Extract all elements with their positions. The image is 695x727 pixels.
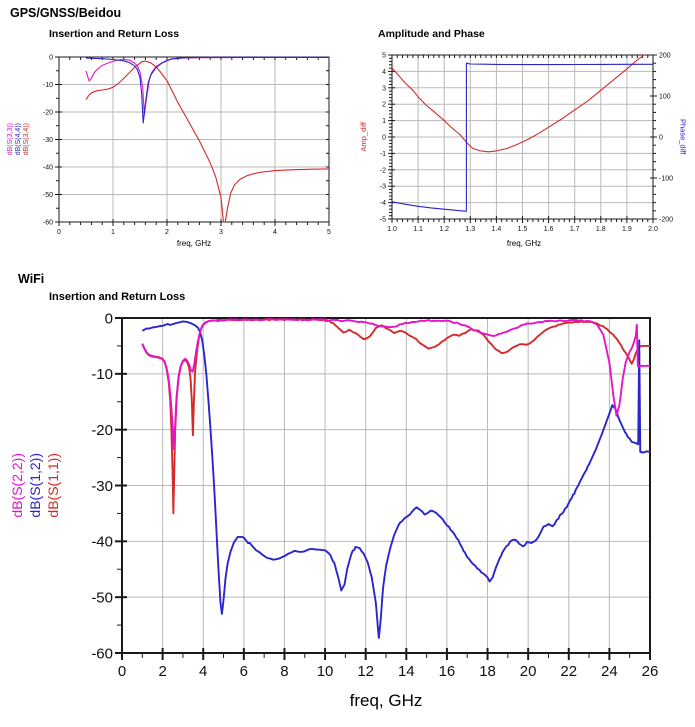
y-axis-series-label: dB(S(4,4)) bbox=[14, 123, 22, 156]
section-heading-gps: GPS/GNSS/Beidou bbox=[10, 6, 122, 20]
y-tick-label: -50 bbox=[91, 589, 113, 606]
x-tick-label: 8 bbox=[280, 663, 288, 680]
series-trace-dB(S(1,1)) bbox=[141, 318, 650, 515]
gps-xaxis-label: freq, GHz bbox=[176, 239, 212, 248]
y-tick-label: -60 bbox=[43, 219, 53, 226]
plot-frame bbox=[391, 54, 654, 220]
amplitude-phase-chart: 1.0 1.1 1.2 1.3 1.4 1.5 1.6 1.7 1.8 1.9 2.0 5 4 3 2 1 0 -… bbox=[380, 52, 673, 233]
series-trace-dB(S(2,2)) bbox=[141, 318, 651, 451]
y-axis-series-label: dB(S(2,2)) bbox=[9, 453, 25, 518]
amp-phase-chart-title: Amplitude and Phase bbox=[378, 28, 485, 40]
x-tick-label: 1.7 bbox=[570, 226, 580, 233]
x-tick-label: 1.1 bbox=[413, 226, 423, 233]
wifi-yaxis-series-labels: dB(S(2,2)) dB(S(1,2)) dB(S(1,1)) bbox=[8, 318, 62, 653]
x-tick-label: 1.9 bbox=[622, 226, 632, 233]
x-tick-label: 18 bbox=[479, 663, 496, 680]
y-tick-label: -20 bbox=[43, 109, 53, 116]
y-tick-label: 1 bbox=[382, 118, 386, 125]
x-tick-label: 3 bbox=[219, 229, 223, 236]
x-tick-label: 0 bbox=[57, 229, 61, 236]
y2-tick-label: -200 bbox=[659, 216, 673, 223]
x-tick-label: 1 bbox=[111, 229, 115, 236]
series-trace-dB(S(3,3)) bbox=[85, 56, 329, 116]
series-trace-Amp_diff bbox=[391, 54, 646, 153]
y-axis-series-label: dB(S(3,3)) bbox=[6, 123, 14, 156]
amp-diff-axis-label: Amp_diff bbox=[355, 55, 371, 219]
y-tick-label: 0 bbox=[382, 134, 386, 141]
x-tick-label: 1.4 bbox=[492, 226, 502, 233]
y-tick-label: -3 bbox=[380, 184, 386, 191]
phase-diff-axis-label: Phase_diff bbox=[675, 55, 691, 219]
plot-frame bbox=[121, 317, 651, 654]
series-trace-Phase_diff bbox=[391, 62, 653, 212]
y-tick-label: 5 bbox=[382, 52, 386, 59]
x-tick-label: 1.0 bbox=[387, 226, 397, 233]
y-tick-label: -4 bbox=[380, 200, 386, 207]
x-tick-label: 24 bbox=[601, 663, 618, 680]
y-tick-label: 0 bbox=[105, 310, 113, 327]
x-tick-label: 1.5 bbox=[518, 226, 528, 233]
y-tick-label: -20 bbox=[91, 422, 113, 439]
y-tick-label: 4 bbox=[382, 69, 386, 76]
x-tick-label: 26 bbox=[642, 663, 659, 680]
x-tick-label: 1.2 bbox=[439, 226, 449, 233]
gps-yaxis-series-labels: dB(S(3,3)) dB(S(4,4)) dB(S(3,4)) bbox=[2, 57, 34, 222]
wifi-return-loss-chart: 0 2 4 6 8 10 12 14 16 18 20 22 24 260-10-20-30-40-50-… bbox=[91, 310, 658, 680]
wifi-chart-title: Insertion and Return Loss bbox=[49, 291, 186, 303]
y-tick-label: -5 bbox=[380, 216, 386, 223]
y-tick-label: -1 bbox=[380, 151, 386, 158]
y-tick-label: -30 bbox=[43, 137, 53, 144]
x-tick-label: 2.0 bbox=[648, 226, 658, 233]
x-tick-label: 4 bbox=[273, 229, 277, 236]
x-tick-label: 2 bbox=[158, 663, 166, 680]
y-tick-label: -50 bbox=[43, 192, 53, 199]
x-tick-label: 0 bbox=[118, 663, 126, 680]
y2-tick-label: 100 bbox=[659, 93, 671, 100]
series-trace-dB(S(3,4)) bbox=[85, 60, 330, 223]
y-tick-label: -60 bbox=[91, 645, 113, 662]
x-tick-label: 10 bbox=[317, 663, 334, 680]
y-tick-label: -2 bbox=[380, 167, 386, 174]
x-tick-label: 14 bbox=[398, 663, 415, 680]
wifi-xaxis-label: freq, GHz bbox=[349, 691, 423, 710]
y-tick-label: -40 bbox=[43, 164, 53, 171]
y-axis-series-label: dB(S(3,4)) bbox=[22, 123, 30, 156]
x-tick-label: 20 bbox=[520, 663, 537, 680]
x-tick-label: 16 bbox=[439, 663, 456, 680]
y-tick-label: -40 bbox=[91, 534, 113, 551]
y-tick-label: 0 bbox=[49, 54, 53, 61]
y-tick-label: 3 bbox=[382, 85, 386, 92]
phase-diff-axis-label-text: Phase_diff bbox=[678, 119, 688, 155]
y2-tick-label: 200 bbox=[659, 52, 671, 59]
series-trace-dB(S(1,2)) bbox=[141, 320, 651, 639]
amp-phase-xaxis-label: freq, GHz bbox=[506, 239, 542, 248]
x-tick-label: 22 bbox=[560, 663, 577, 680]
x-tick-label: 2 bbox=[165, 229, 169, 236]
x-tick-label: 1.6 bbox=[544, 226, 554, 233]
section-heading-wifi: WiFi bbox=[18, 272, 45, 286]
x-tick-label: 4 bbox=[199, 663, 207, 680]
y2-tick-label: 0 bbox=[659, 134, 663, 141]
y-tick-label: -30 bbox=[91, 478, 113, 495]
gps-chart-title: Insertion and Return Loss bbox=[49, 28, 180, 40]
y-tick-label: 2 bbox=[382, 102, 386, 109]
amp-diff-axis-label-text: Amp_diff bbox=[358, 122, 368, 152]
series-trace-dB(S(4,4)) bbox=[85, 56, 329, 124]
gps-return-loss-chart: 0 1 2 3 4 5 0 -10 -20 -30 -40 -50 -60 bbox=[43, 54, 331, 236]
x-tick-label: 6 bbox=[240, 663, 248, 680]
x-tick-label: 12 bbox=[357, 663, 374, 680]
y2-tick-label: -100 bbox=[659, 175, 673, 182]
x-tick-label: 1.8 bbox=[596, 226, 606, 233]
y-axis-series-label: dB(S(1,1)) bbox=[45, 453, 61, 518]
x-tick-label: 5 bbox=[327, 229, 331, 236]
x-tick-label: 1.3 bbox=[465, 226, 475, 233]
y-axis-series-label: dB(S(1,2)) bbox=[27, 453, 43, 518]
y-tick-label: -10 bbox=[91, 366, 113, 383]
y-tick-label: -10 bbox=[43, 82, 53, 89]
